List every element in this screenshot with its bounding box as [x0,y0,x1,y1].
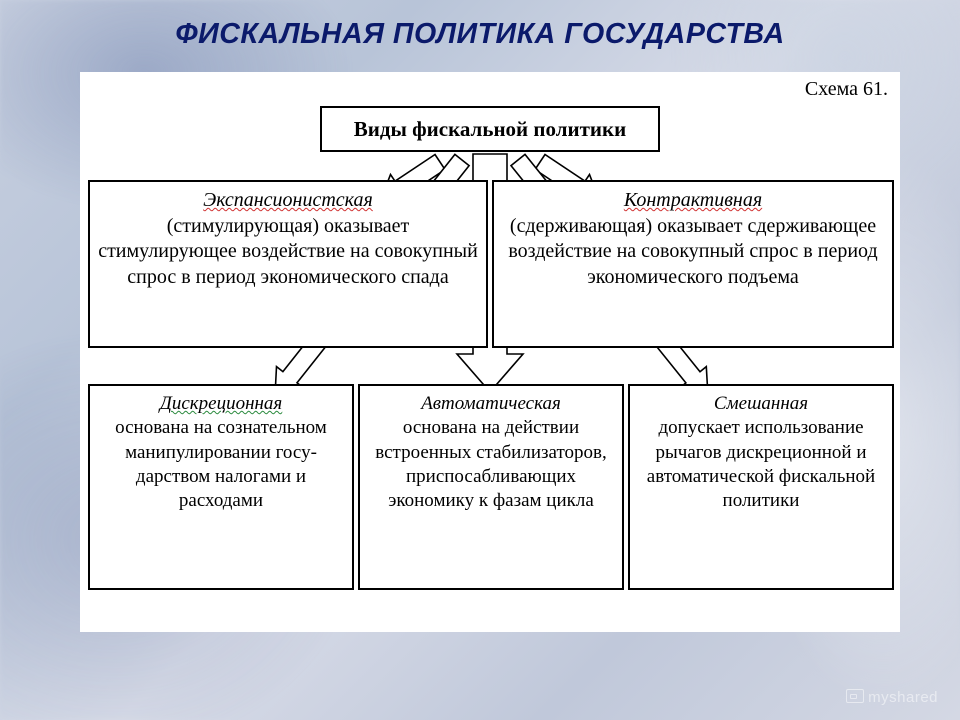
term-expansionist: Экспансионистская [203,189,373,211]
term-mixed: Смешанная [714,393,808,414]
box-discretionary: Дискреционная основана на созна­тельном … [88,384,354,590]
term-contractive: Контрактивная [624,189,762,211]
diagram-container: Схема 61. Виды фискальной политики Экспа… [80,72,900,632]
body-expansionist: (стимулирующая) оказывает стимулирующее … [98,215,478,288]
scheme-number-label: Схема 61. [805,78,888,101]
slide: ФИСКАЛЬНАЯ ПОЛИТИКА ГОСУДАРСТВА Схема 61… [0,0,960,720]
box-automatic: Автоматическая основана на действии встр… [358,384,624,590]
watermark: myshared [846,689,938,706]
box-contractive: Контрактивная (сдерживающая) оказывает с… [492,180,894,348]
root-box: Виды фискальной политики [320,106,660,152]
box-expansionist: Экспансионистская (стимулирующая) оказыв… [88,180,488,348]
body-automatic: основана на действии встроенных стабили­… [375,417,606,511]
term-discretionary: Дискреционная [160,393,283,414]
watermark-text: myshared [868,689,938,706]
body-mixed: допускает исполь­зование рычагов дискрец… [647,417,875,511]
body-contractive: (сдерживающая) оказывает сдерживающее во… [508,215,877,288]
body-discretionary: основана на созна­тельном манипу­лирован… [115,417,327,511]
term-automatic: Автоматическая [421,393,561,414]
watermark-icon [846,689,864,703]
slide-title: ФИСКАЛЬНАЯ ПОЛИТИКА ГОСУДАРСТВА [0,18,960,51]
box-mixed: Смешанная допускает исполь­зование рычаг… [628,384,894,590]
root-box-text: Виды фискальной политики [354,116,626,143]
